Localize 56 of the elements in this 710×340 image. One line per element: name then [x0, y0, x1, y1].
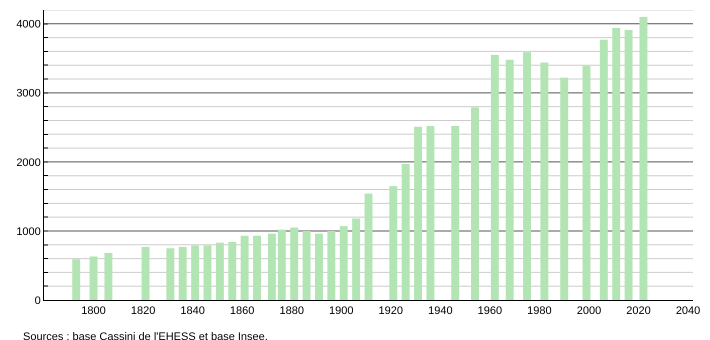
bar: [314, 234, 323, 300]
x-tick-label: 2000: [576, 305, 602, 318]
bar: [204, 245, 212, 300]
y-tick-label: 1000: [16, 226, 41, 238]
y-tick-label: 0: [34, 294, 41, 307]
bar: [612, 28, 620, 300]
bar: [191, 245, 200, 300]
x-tick-label: 2020: [626, 305, 651, 318]
bar: [639, 16, 648, 300]
bar: [471, 107, 479, 300]
bar: [624, 30, 633, 300]
bar: [142, 246, 150, 300]
bar: [253, 236, 261, 300]
bar: [414, 126, 422, 300]
bar: [178, 246, 187, 300]
bar: [600, 40, 608, 300]
x-tick-label: 1900: [329, 305, 354, 318]
bar: [72, 259, 80, 300]
y-tick-label: 2000: [16, 156, 41, 169]
x-tick-label: 1840: [180, 305, 205, 318]
bar: [540, 62, 548, 300]
bar: [560, 78, 568, 300]
x-tick-label: 2040: [676, 305, 700, 318]
bar: [90, 256, 98, 300]
bar: [451, 126, 460, 300]
y-tick-label: 4000: [16, 18, 41, 31]
bar: [364, 194, 372, 300]
bar: [166, 248, 174, 300]
x-tick-label: 1800: [81, 305, 106, 318]
x-tick-label: 1820: [130, 305, 156, 318]
bar: [290, 228, 298, 300]
bar: [506, 60, 514, 300]
bar: [426, 126, 434, 300]
bar: [327, 230, 336, 300]
bar: [104, 253, 112, 300]
x-tick-label: 1880: [279, 305, 304, 318]
bar: [302, 230, 311, 300]
bar: [523, 52, 531, 300]
bar: [228, 242, 236, 300]
x-tick-label: 1860: [230, 305, 254, 318]
x-tick-label: 1940: [428, 305, 453, 318]
y-tick-label: 3000: [16, 88, 41, 100]
x-tick-label: 1920: [378, 305, 404, 318]
bar: [340, 226, 348, 300]
source-note: Sources : base Cassini de l'EHESS et base Insee.: [23, 331, 268, 340]
bar: [352, 218, 360, 300]
x-tick-label: 1960: [478, 305, 502, 318]
bar: [402, 164, 410, 300]
bar: [268, 234, 276, 300]
x-tick-label: 1980: [527, 305, 552, 318]
bar: [216, 242, 224, 300]
bar: [389, 186, 398, 300]
bar: [582, 66, 590, 300]
bar: [490, 54, 499, 300]
bar: [278, 230, 286, 300]
bar: [240, 236, 249, 300]
